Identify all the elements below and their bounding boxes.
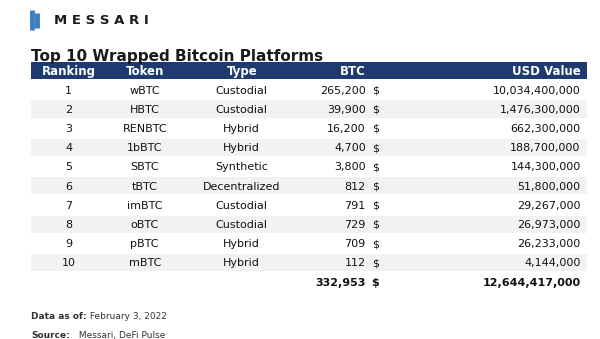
Text: Custodial: Custodial [216, 220, 268, 230]
Text: 26,973,000: 26,973,000 [517, 220, 581, 230]
Text: Hybrid: Hybrid [223, 143, 260, 153]
Text: 2: 2 [65, 105, 72, 115]
Text: tBTC: tBTC [132, 182, 158, 192]
Text: Decentralized: Decentralized [203, 182, 281, 192]
Text: 4,700: 4,700 [334, 143, 365, 153]
Text: 144,300,000: 144,300,000 [511, 162, 581, 172]
Text: 7: 7 [65, 201, 72, 211]
Text: 3: 3 [65, 124, 72, 134]
Text: M E S S A R I: M E S S A R I [54, 14, 149, 27]
Text: RENBTC: RENBTC [122, 124, 167, 134]
Text: 812: 812 [344, 182, 365, 192]
Text: Token: Token [125, 65, 164, 78]
Text: Messari, DeFi Pulse: Messari, DeFi Pulse [76, 331, 166, 339]
Text: 791: 791 [344, 201, 365, 211]
Text: 26,233,000: 26,233,000 [517, 239, 581, 249]
Text: 39,900: 39,900 [327, 105, 365, 115]
Text: USD Value: USD Value [512, 65, 581, 78]
Text: Source:: Source: [31, 331, 70, 339]
Text: Ranking: Ranking [41, 65, 95, 78]
Text: February 3, 2022: February 3, 2022 [87, 312, 167, 321]
Text: oBTC: oBTC [131, 220, 159, 230]
Text: wBTC: wBTC [130, 85, 160, 96]
Text: $: $ [371, 220, 379, 230]
Text: Hybrid: Hybrid [223, 239, 260, 249]
FancyBboxPatch shape [31, 254, 587, 271]
Text: 12,644,417,000: 12,644,417,000 [482, 278, 581, 287]
FancyBboxPatch shape [31, 62, 587, 79]
Text: 729: 729 [344, 220, 365, 230]
Text: Type: Type [226, 65, 257, 78]
Text: pBTC: pBTC [130, 239, 159, 249]
Text: 662,300,000: 662,300,000 [511, 124, 581, 134]
FancyBboxPatch shape [31, 81, 587, 98]
Text: BTC: BTC [340, 65, 365, 78]
Text: $: $ [371, 258, 379, 268]
Text: Custodial: Custodial [216, 201, 268, 211]
Text: 709: 709 [344, 239, 365, 249]
Text: 5: 5 [65, 162, 72, 172]
Text: 4: 4 [65, 143, 72, 153]
Text: 4,144,000: 4,144,000 [524, 258, 581, 268]
Text: $: $ [371, 201, 379, 211]
Text: Data as of:: Data as of: [31, 312, 87, 321]
Text: 265,200: 265,200 [320, 85, 365, 96]
Text: Top 10 Wrapped Bitcoin Platforms: Top 10 Wrapped Bitcoin Platforms [31, 49, 323, 64]
FancyBboxPatch shape [31, 120, 587, 137]
Text: 332,953: 332,953 [316, 278, 365, 287]
Text: 188,700,000: 188,700,000 [511, 143, 581, 153]
FancyBboxPatch shape [31, 158, 587, 175]
Text: $: $ [371, 85, 379, 96]
Text: Hybrid: Hybrid [223, 258, 260, 268]
FancyBboxPatch shape [31, 139, 587, 156]
Text: 1,476,300,000: 1,476,300,000 [500, 105, 581, 115]
Text: HBTC: HBTC [130, 105, 160, 115]
FancyBboxPatch shape [31, 235, 587, 252]
Text: 9: 9 [65, 239, 72, 249]
FancyBboxPatch shape [31, 273, 587, 291]
Text: mBTC: mBTC [128, 258, 161, 268]
Text: imBTC: imBTC [127, 201, 163, 211]
Text: $: $ [371, 278, 379, 287]
Text: Synthetic: Synthetic [215, 162, 268, 172]
Text: 16,200: 16,200 [327, 124, 365, 134]
Text: Custodial: Custodial [216, 105, 268, 115]
Text: 8: 8 [65, 220, 72, 230]
Text: 6: 6 [65, 182, 72, 192]
Text: Custodial: Custodial [216, 85, 268, 96]
Text: 51,800,000: 51,800,000 [518, 182, 581, 192]
Text: $: $ [371, 239, 379, 249]
FancyBboxPatch shape [31, 196, 587, 214]
FancyBboxPatch shape [31, 216, 587, 233]
Text: 29,267,000: 29,267,000 [517, 201, 581, 211]
Text: 10,034,400,000: 10,034,400,000 [493, 85, 581, 96]
Text: 10: 10 [62, 258, 76, 268]
Text: $: $ [371, 143, 379, 153]
Text: $: $ [371, 162, 379, 172]
Text: $: $ [371, 105, 379, 115]
Text: 1: 1 [65, 85, 72, 96]
Text: 112: 112 [344, 258, 365, 268]
Text: $: $ [371, 124, 379, 134]
Text: Hybrid: Hybrid [223, 124, 260, 134]
Text: $: $ [371, 182, 379, 192]
Text: 1bBTC: 1bBTC [127, 143, 163, 153]
FancyBboxPatch shape [31, 100, 587, 118]
FancyBboxPatch shape [31, 177, 587, 195]
Text: 3,800: 3,800 [334, 162, 365, 172]
Text: SBTC: SBTC [130, 162, 159, 172]
